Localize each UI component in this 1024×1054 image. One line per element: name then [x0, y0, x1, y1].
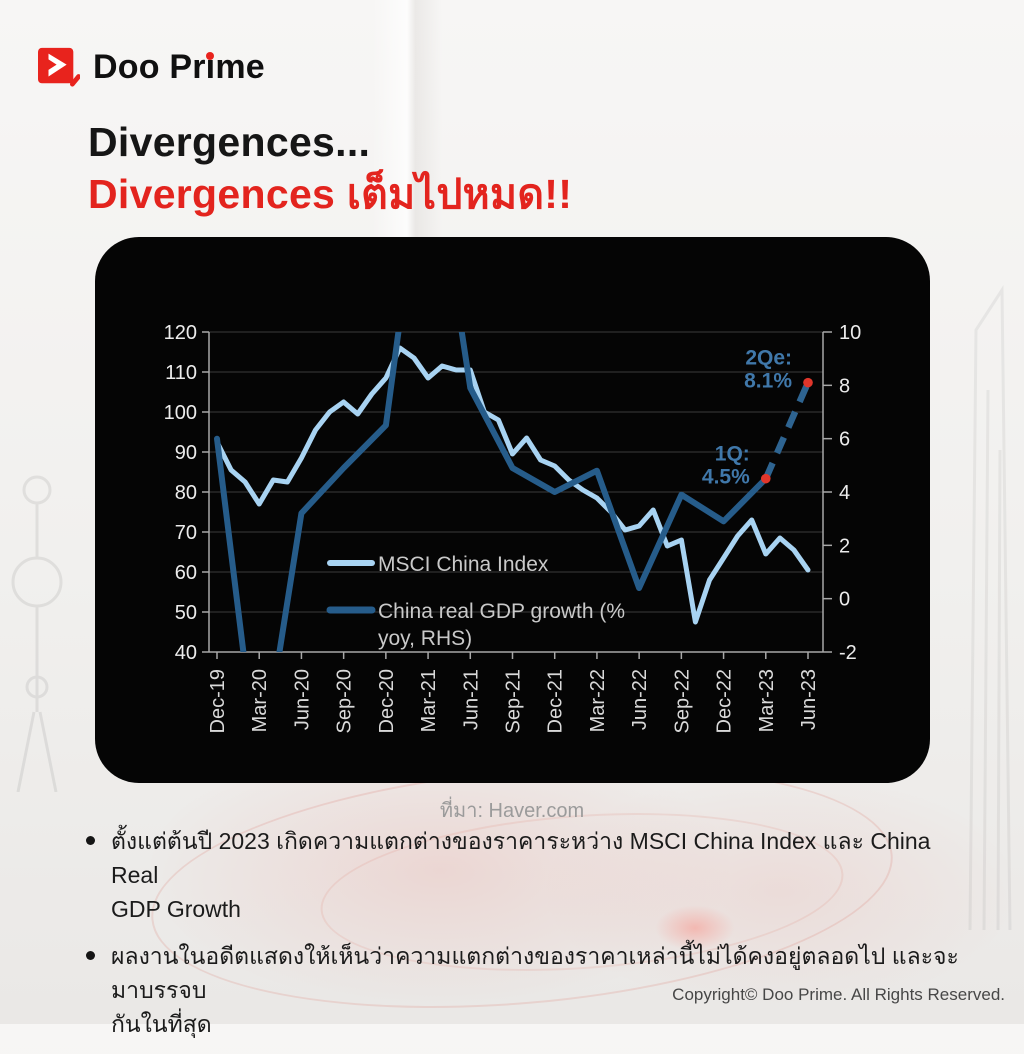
- left-axis-label: 90: [175, 442, 197, 464]
- series-line-left: [214, 345, 811, 625]
- axes: 120 110 100 90 80 70 60 50 40 10 8 6 4 2 0 -2 Dec-19 Mar-…: [164, 322, 862, 734]
- x-axis-label: Dec-19: [207, 669, 229, 733]
- brand-i-red-dot: ı: [205, 47, 216, 86]
- pearl-tower-silhouette: [11, 475, 63, 792]
- x-axis-label: Mar-21: [418, 669, 440, 732]
- x-axis-label: Dec-21: [545, 669, 567, 733]
- plot-series: [214, 332, 811, 652]
- skyscraper-silhouette: [968, 285, 1012, 930]
- forecast-marker-dot: [803, 377, 813, 388]
- x-axis-label: Jun-23: [798, 669, 820, 730]
- left-axis-label: 110: [165, 362, 197, 384]
- bullet-2-line-1: ผลงานในอดีตแสดงให้เห็นว่าความแตกต่างของร…: [111, 943, 959, 1003]
- chart-legend: MSCI China Index China real GDP growth (%…: [326, 553, 625, 650]
- x-axis-label: Mar-23: [756, 669, 778, 732]
- left-axis-label: 70: [175, 522, 197, 544]
- chart-panel: 120 110 100 90 80 70 60 50 40 10 8 6 4 2 0 -2 Dec-19 Mar-…: [95, 237, 930, 783]
- chart-svg: 120 110 100 90 80 70 60 50 40 10 8 6 4 2 0 -2 Dec-19 Mar-…: [164, 322, 862, 734]
- page-title: Divergences... Divergences เต็มไปหมด!!: [88, 116, 572, 220]
- x-axis-label: Mar-22: [587, 669, 609, 732]
- chart-source: ที่มา: Haver.com: [439, 800, 585, 822]
- x-axis-label: Sep-20: [334, 669, 356, 734]
- x-axis-label: Sep-21: [503, 669, 525, 734]
- bullet-2-line-2: กันในที่สุด: [111, 1011, 212, 1037]
- left-axis-label: 50: [175, 602, 197, 624]
- brand-text: Doo Pr ı me: [93, 48, 265, 87]
- x-axis-label: Sep-22: [671, 669, 693, 734]
- paper-fold-highlight: [372, 0, 442, 240]
- summary-bullets: ตั้งแต่ต้นปี 2023 เกิดความแตกต่างของราคา…: [86, 824, 966, 1054]
- x-axis-label: Mar-20: [249, 669, 271, 732]
- red-glow-decoration-2: [520, 760, 1024, 1020]
- x-axis-label: Jun-20: [291, 669, 313, 730]
- doo-prime-logo: Doo Pr ı me: [38, 46, 265, 88]
- right-axis-label: 4: [839, 482, 850, 504]
- title-line-1: Divergences...: [88, 119, 371, 165]
- right-axis-label: 8: [839, 375, 850, 397]
- left-axis-label: 100: [164, 402, 197, 424]
- bullet-1-line-1: ตั้งแต่ต้นปี 2023 เกิดความแตกต่างของราคา…: [111, 828, 931, 888]
- annotation-value: 4.5%: [702, 466, 750, 489]
- right-axis-label: 0: [839, 589, 850, 611]
- bullet-item: ตั้งแต่ต้นปี 2023 เกิดความแตกต่างของราคา…: [86, 824, 966, 926]
- bullet-dot: [86, 951, 95, 960]
- right-axis-label: 2: [839, 535, 850, 557]
- forecast-marker-dot: [760, 473, 771, 484]
- annotation-label: 1Q:: [715, 443, 750, 466]
- legend-label: China real GDP growth (%: [378, 600, 625, 623]
- left-axis-label: 40: [175, 642, 197, 664]
- bullet-text: ตั้งแต่ต้นปี 2023 เกิดความแตกต่างของราคา…: [111, 824, 966, 926]
- brand-part: Doo Pr: [93, 47, 206, 86]
- brand-part: me: [215, 47, 265, 86]
- left-axis-label: 80: [175, 482, 197, 504]
- x-axis-label: Jun-21: [460, 669, 482, 730]
- x-axis-label: Dec-20: [376, 669, 398, 733]
- left-axis-label: 60: [175, 562, 197, 584]
- red-spot-decoration: [655, 905, 735, 951]
- x-axis-label: Dec-22: [714, 669, 736, 733]
- annotation-value: 8.1%: [744, 370, 792, 393]
- forecast-dashed-line: [762, 381, 811, 480]
- x-axis-label: Jun-22: [629, 669, 651, 730]
- right-axis-label: 6: [839, 429, 850, 451]
- right-axis-label: 10: [839, 322, 861, 344]
- bullet-1-line-2: GDP Growth: [111, 896, 241, 922]
- title-line-2: Divergences เต็มไปหมด!!: [88, 171, 573, 217]
- bullet-dot: [86, 836, 95, 845]
- doo-prime-logo-icon: [38, 47, 80, 87]
- annotation-label: 2Qe:: [745, 347, 792, 370]
- right-axis-label: -2: [839, 642, 857, 664]
- series-line-right: [214, 332, 769, 652]
- left-axis-label: 120: [164, 322, 197, 344]
- legend-label: yoy, RHS): [378, 627, 472, 650]
- legend-label: MSCI China Index: [378, 553, 549, 576]
- copyright-text: Copyright© Doo Prime. All Rights Reserve…: [672, 985, 1005, 1004]
